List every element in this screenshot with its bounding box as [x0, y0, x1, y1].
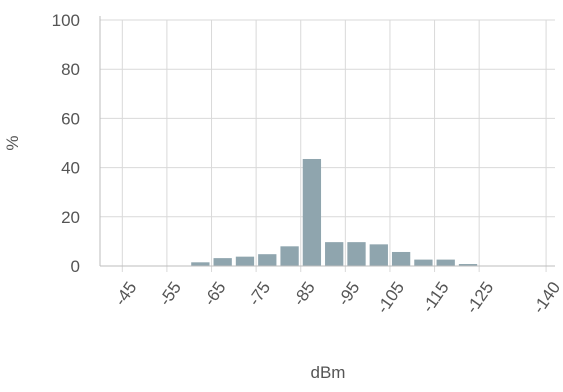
y-tick-label: 100: [52, 11, 80, 30]
histogram-bar: [213, 258, 232, 266]
histogram-bar: [458, 264, 478, 266]
histogram-bar: [325, 242, 344, 266]
x-tick-label: -55: [155, 278, 185, 309]
histogram-bar: [191, 262, 210, 266]
x-tick-label: -105: [373, 278, 408, 317]
histogram-bar: [302, 158, 322, 266]
grid-lines: [100, 19, 555, 272]
x-tick-label: -95: [334, 278, 364, 309]
histogram-bar: [391, 251, 411, 266]
y-tick-label: 80: [61, 60, 80, 79]
histogram-bar: [235, 256, 255, 266]
histogram-bar: [347, 242, 366, 266]
histogram-bar: [369, 244, 388, 266]
x-tick-label: -65: [200, 278, 230, 309]
y-tick-labels: 0 20 40 60 80 100: [52, 11, 80, 276]
bar-series: [191, 158, 478, 266]
histogram-bar: [258, 254, 277, 266]
x-tick-label: -75: [245, 278, 275, 309]
y-axis-title: %: [3, 135, 22, 150]
histogram-bar: [280, 246, 299, 266]
x-tick-label: -85: [289, 278, 319, 309]
histogram-bar: [436, 259, 455, 266]
axes: [99, 16, 555, 267]
x-tick-label: -45: [111, 278, 141, 309]
y-tick-label: 60: [61, 109, 80, 128]
x-tick-label: -140: [529, 278, 563, 317]
x-tick-label: -125: [462, 278, 497, 317]
histogram-bar: [414, 259, 433, 266]
x-axis-title: dBm: [311, 363, 346, 382]
y-tick-label: 40: [61, 159, 80, 178]
x-tick-labels: -45 -55 -65 -75 -85 -95 -105 -115 -125 -140: [111, 278, 563, 317]
x-tick-label: -115: [418, 278, 452, 316]
y-tick-label: 0: [71, 257, 80, 276]
y-tick-label: 20: [61, 208, 80, 227]
